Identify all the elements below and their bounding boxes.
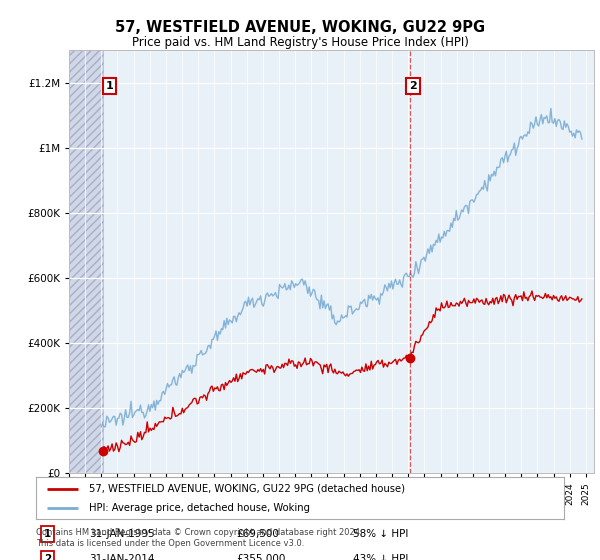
Bar xyxy=(69,50,103,473)
Text: 2: 2 xyxy=(44,554,51,560)
Text: £69,500: £69,500 xyxy=(236,529,280,539)
Text: £355,000: £355,000 xyxy=(236,554,286,560)
Text: Contains HM Land Registry data © Crown copyright and database right 2024.
This d: Contains HM Land Registry data © Crown c… xyxy=(36,528,362,548)
Text: 31-JAN-2014: 31-JAN-2014 xyxy=(89,554,154,560)
Text: 31-JAN-1995: 31-JAN-1995 xyxy=(89,529,154,539)
Text: 57, WESTFIELD AVENUE, WOKING, GU22 9PG: 57, WESTFIELD AVENUE, WOKING, GU22 9PG xyxy=(115,20,485,35)
Text: 2: 2 xyxy=(409,81,417,91)
Text: HPI: Average price, detached house, Woking: HPI: Average price, detached house, Woki… xyxy=(89,503,310,513)
Text: 58% ↓ HPI: 58% ↓ HPI xyxy=(353,529,408,539)
Text: 43% ↓ HPI: 43% ↓ HPI xyxy=(353,554,408,560)
Text: 1: 1 xyxy=(44,529,51,539)
Text: Price paid vs. HM Land Registry's House Price Index (HPI): Price paid vs. HM Land Registry's House … xyxy=(131,36,469,49)
Text: 57, WESTFIELD AVENUE, WOKING, GU22 9PG (detached house): 57, WESTFIELD AVENUE, WOKING, GU22 9PG (… xyxy=(89,484,405,494)
Text: 1: 1 xyxy=(106,81,113,91)
